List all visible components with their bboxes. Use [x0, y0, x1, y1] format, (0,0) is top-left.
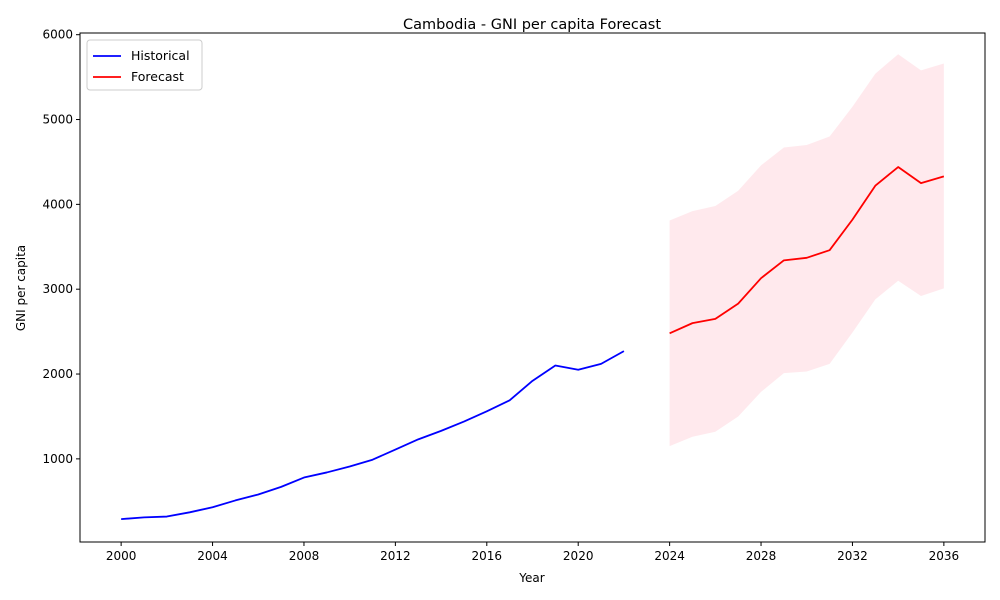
x-tick-label: 2036	[929, 549, 960, 563]
x-axis-title: Year	[518, 571, 544, 585]
y-tick-label: 5000	[42, 113, 73, 127]
confidence-band-1	[669, 54, 944, 447]
confidence-band-layer	[669, 54, 944, 447]
legend-label-historical: Historical	[131, 48, 190, 63]
plot-frame	[79, 32, 986, 543]
legend-label-forecast: Forecast	[131, 69, 184, 84]
y-tick-label: 1000	[42, 452, 73, 466]
x-tick-label: 2004	[197, 549, 228, 563]
y-tick-label: 6000	[42, 28, 73, 42]
y-axis: 1000 2000 3000 4000 5000 6000	[42, 28, 80, 466]
x-tick-label: 2028	[746, 549, 777, 563]
x-tick-label: 2020	[563, 549, 594, 563]
series-line-1	[669, 166, 945, 335]
x-tick-label: 2008	[289, 549, 320, 563]
y-tick-label: 3000	[42, 282, 73, 296]
x-tick-label: 2032	[837, 549, 868, 563]
series-line-0	[121, 350, 625, 520]
chart-title: Cambodia - GNI per capita Forecast	[403, 17, 661, 33]
x-tick-label: 2024	[654, 549, 685, 563]
x-axis: 2000 2004 2008 2012 2016 2020 2024 2028 2032 2036	[106, 542, 959, 563]
x-tick-label: 2012	[380, 549, 411, 563]
x-tick-label: 2000	[106, 549, 137, 563]
legend: Historical Forecast	[86, 39, 203, 91]
x-tick-label: 2016	[472, 549, 503, 563]
y-axis-title: GNI per capita	[14, 245, 28, 331]
series-line-layer	[121, 166, 945, 520]
y-tick-label: 4000	[42, 197, 73, 211]
y-tick-label: 2000	[42, 367, 73, 381]
